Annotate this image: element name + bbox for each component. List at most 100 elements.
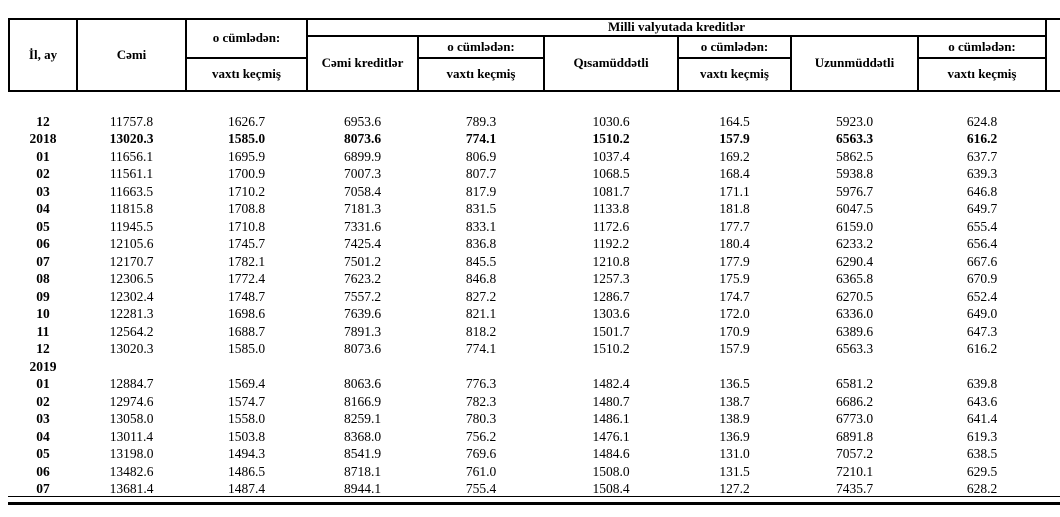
table-cell: 5938.8 — [835, 166, 874, 182]
table-cell: 8063.6 — [343, 376, 382, 392]
table-cell: 667.6 — [966, 253, 998, 269]
table-cell: 136.5 — [719, 376, 750, 392]
clipped-cell — [1046, 183, 1060, 201]
table-cell: 11815.8 — [109, 201, 154, 217]
table-cell — [307, 358, 418, 376]
table-cell: 13020.3 — [109, 131, 154, 147]
row-label: 02 — [36, 166, 50, 182]
table-cell — [791, 358, 918, 376]
table-cell: 7331.6 — [343, 218, 382, 234]
table-cell: 647.3 — [966, 323, 998, 339]
table-cell: 8073.6 — [343, 131, 382, 147]
table-cell: 1172.6 — [592, 218, 630, 234]
table-cell: 12884.7 — [109, 376, 154, 392]
table-cell: 1210.8 — [592, 253, 630, 269]
table-cell: 755.4 — [465, 481, 497, 497]
table-cell: 6899.9 — [343, 148, 382, 164]
table-cell: 1585.0 — [227, 131, 266, 147]
credit-statistics-table: İl, ay Cəmi o cümlədən: Milli valyutada … — [8, 18, 1060, 498]
clipped-cell — [1046, 131, 1060, 149]
table-cell: 619.3 — [966, 428, 998, 444]
table-cell: 643.6 — [966, 393, 998, 409]
header-overdue-credits: vaxtı keçmiş — [417, 57, 545, 92]
table-row: 07 13681.4 1487.4 8944.1 755.4 1508.4 127.2 743… — [9, 481, 1060, 499]
table-cell: 157.9 — [719, 341, 750, 357]
table-cell: 1708.8 — [227, 201, 266, 217]
table-cell: 1698.6 — [227, 306, 266, 322]
table-cell: 5862.5 — [835, 148, 874, 164]
table-cell: 172.0 — [719, 306, 750, 322]
row-label: 01 — [36, 376, 50, 392]
table-cell: 1487.4 — [227, 481, 266, 497]
header-of-which-credits: o cümlədən: — [417, 35, 545, 59]
table-cell: 5923.0 — [835, 113, 874, 129]
table-cell: 789.3 — [465, 113, 497, 129]
header-overdue-long-term: vaxtı keçmiş — [916, 57, 1048, 92]
table-cell: 171.1 — [719, 183, 750, 199]
clipped-cell — [1046, 306, 1060, 324]
row-label: 09 — [36, 288, 50, 304]
header-total-credits: Cəmi kreditlər — [306, 35, 419, 92]
table-cell — [77, 358, 186, 376]
table-cell: 629.5 — [966, 463, 998, 479]
table-cell: 12974.6 — [109, 393, 154, 409]
table-cell: 7007.3 — [343, 166, 382, 182]
table-cell: 1494.3 — [227, 446, 266, 462]
table-cell: 1192.2 — [592, 236, 630, 252]
header-overdue-total: vaxtı keçmiş — [185, 57, 308, 92]
header-total: Cəmi — [76, 18, 187, 92]
table-cell: 12302.4 — [109, 288, 154, 304]
clipped-cell — [1046, 463, 1060, 481]
table-cell — [544, 358, 678, 376]
table-cell: 13020.3 — [109, 341, 154, 357]
table-cell: 641.4 — [966, 411, 998, 427]
table-cell: 7058.4 — [343, 183, 382, 199]
table-cell: 845.5 — [465, 253, 497, 269]
table-cell: 6563.3 — [835, 341, 874, 357]
table-cell: 780.3 — [465, 411, 497, 427]
clipped-cell — [1046, 148, 1060, 166]
table-cell: 6891.8 — [835, 428, 874, 444]
table-cell: 1782.1 — [227, 253, 266, 269]
clipped-cell — [1046, 253, 1060, 271]
table-cell: 6336.0 — [835, 306, 874, 322]
table-cell: 639.3 — [966, 166, 998, 182]
table-cell: 670.9 — [966, 271, 998, 287]
table-row: 05 11945.5 1710.8 7331.6 833.1 1172.6 177.7 615… — [9, 218, 1060, 236]
table-cell: 12170.7 — [109, 253, 154, 269]
table-header: İl, ay Cəmi o cümlədən: Milli valyutada … — [8, 18, 1060, 92]
clipped-cell — [1046, 288, 1060, 306]
table-row: 02 11561.1 1700.9 7007.3 807.7 1068.5 168.4 593… — [9, 166, 1060, 184]
row-label: 05 — [36, 446, 50, 462]
clipped-cell — [1046, 446, 1060, 464]
row-label: 08 — [36, 271, 50, 287]
table-row: 05 13198.0 1494.3 8541.9 769.6 1484.6 131.0 705… — [9, 446, 1060, 464]
table-cell: 6290.4 — [835, 253, 874, 269]
table-cell: 756.2 — [465, 428, 497, 444]
table-cell: 774.1 — [465, 341, 497, 357]
table-row: 11 12564.2 1688.7 7891.3 818.2 1501.7 170.9 638… — [9, 323, 1060, 341]
table-cell: 846.8 — [465, 271, 497, 287]
table-cell: 769.6 — [465, 446, 497, 462]
table-cell: 638.5 — [966, 446, 998, 462]
table-cell: 7891.3 — [343, 323, 382, 339]
table-cell: 1772.4 — [227, 271, 266, 287]
row-label: 06 — [36, 236, 50, 252]
table-cell: 157.9 — [719, 131, 750, 147]
table-cell: 6389.6 — [835, 323, 874, 339]
row-label: 10 — [36, 306, 50, 322]
table-cell: 1558.0 — [227, 411, 266, 427]
table-cell: 12105.6 — [109, 236, 154, 252]
table-cell: 181.8 — [719, 201, 750, 217]
clipped-cell — [1046, 218, 1060, 236]
row-label: 07 — [36, 253, 50, 269]
clipped-cell — [1046, 428, 1060, 446]
header-overdue-short-term: vaxtı keçmiş — [677, 57, 792, 92]
table-cell: 1030.6 — [592, 113, 630, 129]
table-row: 2019 — [9, 358, 1060, 376]
table-cell: 782.3 — [465, 393, 497, 409]
table-cell: 1482.4 — [592, 376, 630, 392]
table-cell: 131.0 — [719, 446, 750, 462]
table-cell: 7435.7 — [835, 481, 874, 497]
table-cell: 1508.0 — [592, 463, 630, 479]
